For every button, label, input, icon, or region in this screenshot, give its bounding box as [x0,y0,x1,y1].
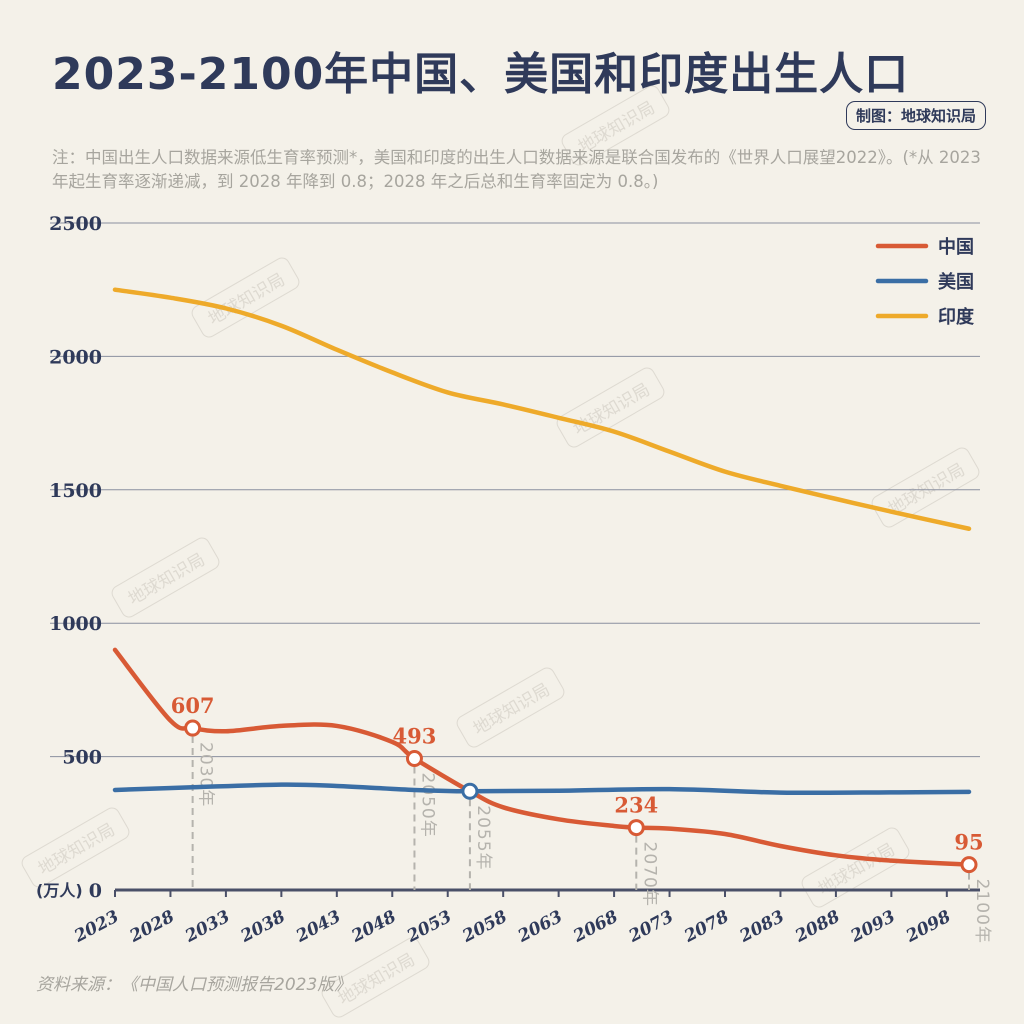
annotation-year-label: 2030年 [196,742,216,807]
data-point-marker [960,856,978,874]
data-label: 95 [954,830,983,855]
annotation-year-label: 2055年 [473,805,493,870]
x-tick-label: 2063 [514,907,566,947]
x-tick-label: 2078 [680,907,732,947]
x-tick-label: 2033 [181,907,233,947]
data-label: 493 [393,723,437,748]
y-tick-label: 1500 [49,480,102,502]
data-label: 234 [614,793,658,818]
y-tick-label: 0 [89,880,102,902]
data-point-marker [627,819,645,837]
x-tick-label: 2038 [237,907,289,947]
chart-note: 注：中国出生人口数据来源低生育率预测*，美国和印度的出生人口数据来源是联合国发布… [52,148,981,191]
x-tick-label: 2023 [70,907,122,947]
series-line-中国 [112,647,972,867]
y-tick-label: 500 [62,747,102,769]
annotation-year-label: 2100年 [972,879,992,944]
data-label: 607 [171,693,215,718]
series-line-美国 [112,782,972,796]
page-title: 2023-2100年中国、美国和印度出生人口 [52,49,910,100]
x-tick-label: 2068 [569,907,621,947]
data-point-marker [461,782,479,800]
legend-label: 中国 [938,236,974,258]
y-axis-unit: (万人) [36,881,83,900]
x-tick-label: 2093 [847,907,899,947]
x-tick-label: 2028 [126,907,178,947]
x-tick-label: 2083 [736,907,788,947]
x-tick-label: 2058 [458,907,510,947]
data-point-marker [184,719,202,737]
x-tick-label: 2048 [348,907,400,947]
y-tick-label: 2000 [49,346,102,368]
data-point-marker [405,749,423,767]
legend-label: 美国 [938,271,974,293]
y-tick-label: 2500 [49,213,102,235]
x-tick-label: 2073 [625,907,677,947]
annotation-year-label: 2070年 [639,842,659,907]
credit-badge: 制图：地球知识局 [845,101,986,130]
legend-label: 印度 [938,306,975,328]
annotation-year-label: 2050年 [417,772,437,837]
x-tick-label: 2043 [292,907,344,947]
series-line-印度 [112,287,972,532]
x-tick-label: 2088 [791,907,843,947]
y-tick-label: 1000 [49,613,102,635]
x-tick-label: 2053 [403,907,455,947]
x-tick-label: 2098 [902,907,954,947]
source-text: 资料来源：《中国人口预测报告2023版》 [36,975,352,995]
